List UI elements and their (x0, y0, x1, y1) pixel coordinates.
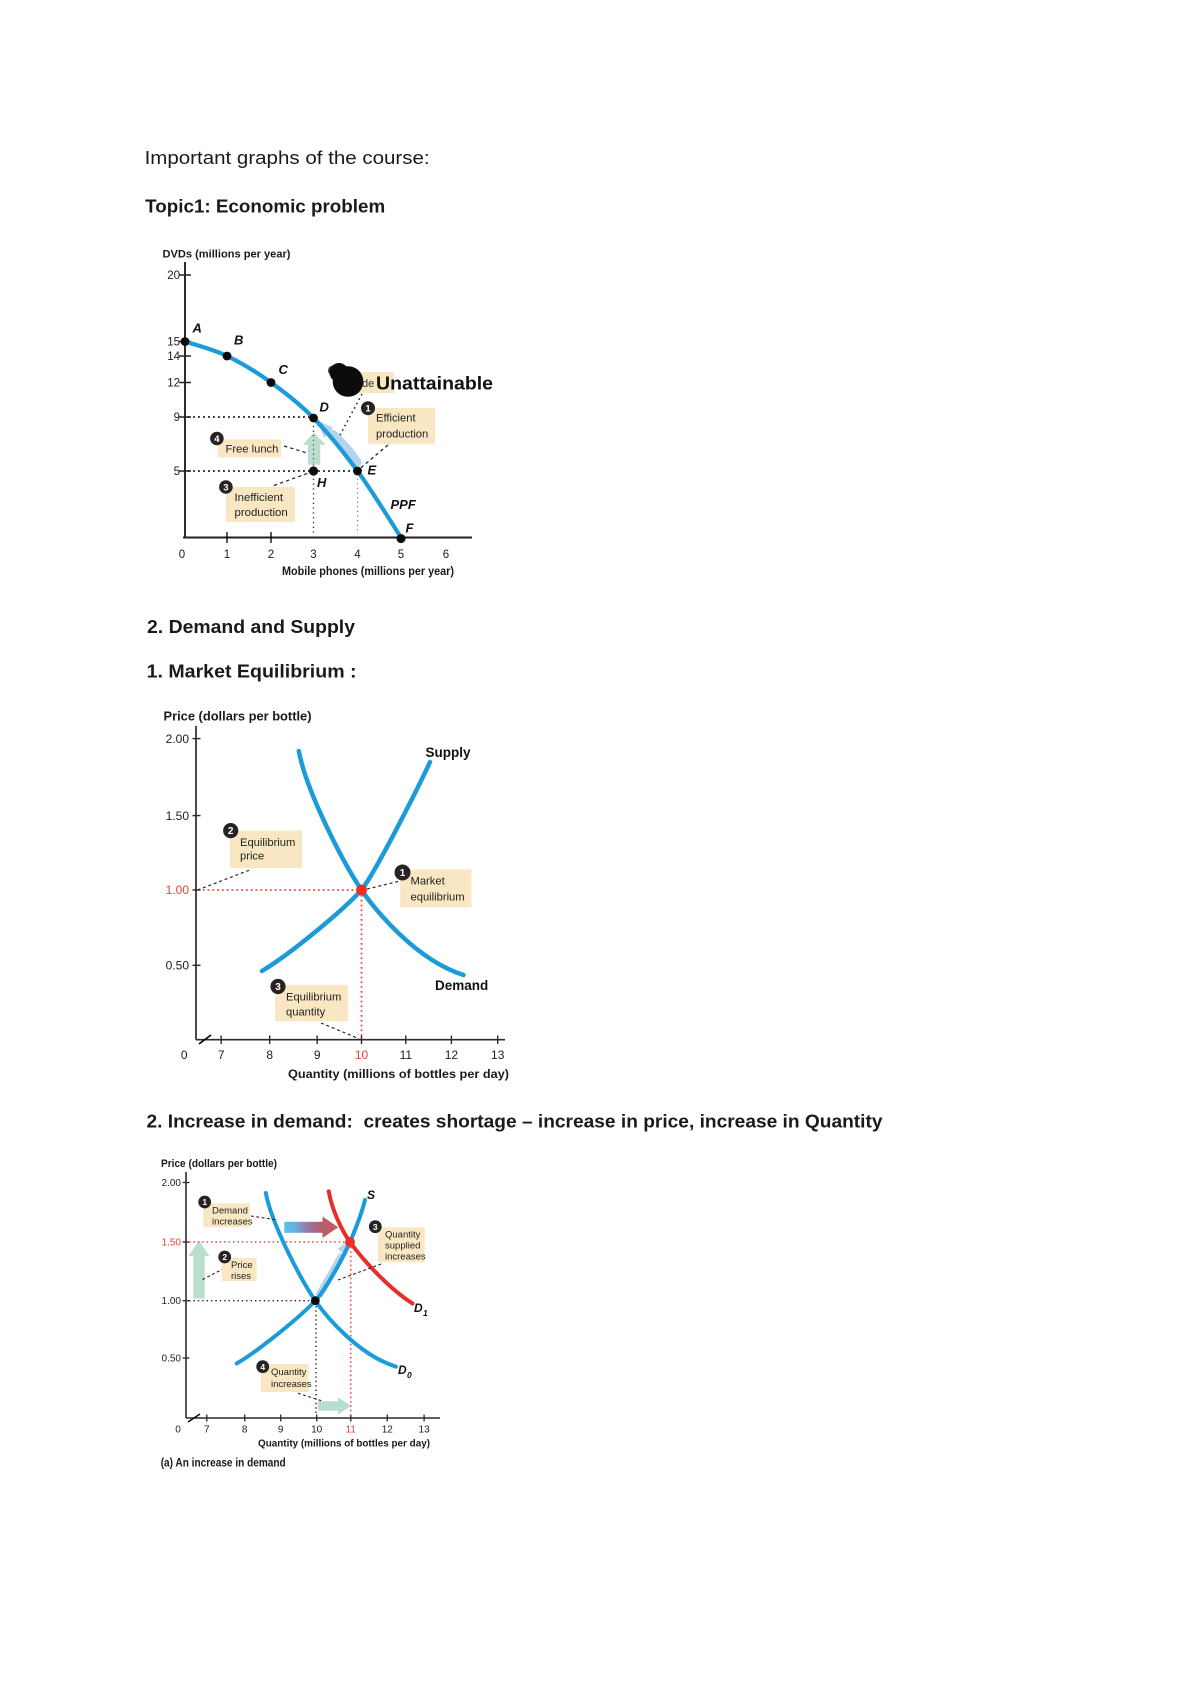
svg-text:1.00: 1.00 (162, 1296, 182, 1307)
svg-text:1: 1 (423, 1308, 428, 1318)
svg-text:de: de (362, 378, 374, 390)
svg-text:0.50: 0.50 (162, 1354, 182, 1365)
svg-text:14: 14 (167, 351, 180, 363)
svg-text:1.00: 1.00 (166, 883, 190, 897)
svg-text:Price (dollars per bottle): Price (dollars per bottle) (161, 1158, 277, 1170)
svg-text:H: H (317, 475, 327, 490)
svg-text:D: D (398, 1363, 407, 1377)
svg-text:3: 3 (275, 982, 281, 993)
svg-text:2.00: 2.00 (162, 1178, 182, 1189)
svg-text:PPF: PPF (391, 497, 417, 512)
svg-text:1. Market Equilibrium :: 1. Market Equilibrium : (147, 662, 357, 682)
svg-text:Equilibrium: Equilibrium (286, 992, 341, 1004)
svg-text:10: 10 (311, 1425, 323, 1436)
svg-text:11: 11 (346, 1425, 357, 1436)
svg-text:S: S (367, 1188, 375, 1202)
svg-text:6: 6 (443, 549, 449, 561)
svg-text:Free lunch: Free lunch (226, 443, 279, 455)
svg-text:F: F (406, 521, 415, 536)
svg-text:1: 1 (365, 404, 371, 415)
svg-text:3: 3 (223, 482, 228, 493)
svg-text:5: 5 (174, 466, 180, 478)
svg-text:1.50: 1.50 (166, 809, 190, 823)
svg-text:5: 5 (398, 549, 404, 561)
svg-text:12: 12 (167, 378, 180, 390)
svg-text:E: E (368, 463, 377, 478)
svg-text:increases: increases (385, 1252, 426, 1263)
svg-text:1: 1 (400, 868, 406, 879)
svg-text:9: 9 (278, 1425, 284, 1436)
svg-text:2. Increase in demand: create: 2. Increase in demand: creates shortage … (147, 1112, 883, 1132)
svg-text:1.50: 1.50 (162, 1238, 182, 1249)
svg-text:12: 12 (382, 1425, 394, 1436)
svg-text:0: 0 (175, 1425, 181, 1436)
svg-text:price: price (240, 851, 264, 863)
svg-text:increases: increases (271, 1379, 312, 1390)
svg-text:11: 11 (400, 1048, 413, 1062)
svg-text:B: B (234, 333, 243, 348)
svg-text:7: 7 (218, 1048, 225, 1062)
svg-text:Quantity (millions of bottles: Quantity (millions of bottles per day) (258, 1438, 430, 1450)
svg-text:Demand: Demand (212, 1206, 248, 1217)
svg-text:Demand: Demand (435, 978, 488, 993)
svg-text:A: A (192, 321, 202, 336)
svg-text:8: 8 (266, 1048, 273, 1062)
svg-text:7: 7 (204, 1425, 210, 1436)
svg-text:Price: Price (231, 1260, 253, 1271)
svg-text:(a) An increase in demand: (a) An increase in demand (161, 1458, 286, 1470)
svg-text:2. Demand and Supply: 2. Demand and Supply (147, 617, 355, 637)
svg-text:3: 3 (310, 549, 316, 561)
svg-text:Market: Market (411, 876, 446, 888)
svg-text:D: D (320, 400, 330, 415)
svg-text:2: 2 (222, 1252, 227, 1262)
svg-text:C: C (279, 362, 289, 377)
svg-text:9: 9 (174, 412, 180, 424)
svg-text:4: 4 (214, 434, 220, 445)
svg-text:1: 1 (202, 1197, 207, 1207)
svg-text:2.00: 2.00 (166, 732, 190, 746)
svg-text:Quantity (millions of bottles: Quantity (millions of bottles per day) (288, 1067, 509, 1081)
svg-text:increases: increases (212, 1217, 253, 1228)
svg-text:Mobile phones (millions per ye: Mobile phones (millions per year) (282, 566, 454, 578)
svg-text:equilibrium: equilibrium (411, 892, 465, 904)
svg-text:rises: rises (231, 1271, 251, 1282)
svg-text:1: 1 (224, 549, 230, 561)
svg-text:supplied: supplied (385, 1241, 420, 1252)
svg-text:4: 4 (260, 1362, 265, 1372)
svg-text:DVDs (millions per year): DVDs (millions per year) (163, 249, 291, 261)
svg-text:production: production (376, 429, 428, 441)
svg-text:quantity: quantity (286, 1007, 326, 1019)
svg-text:Topic1: Economic problem: Topic1: Economic problem (145, 197, 385, 217)
svg-text:8: 8 (242, 1425, 248, 1436)
svg-text:13: 13 (491, 1048, 505, 1062)
svg-text:9: 9 (314, 1048, 321, 1062)
svg-text:production: production (235, 507, 288, 519)
svg-text:10: 10 (355, 1048, 369, 1062)
svg-text:Supply: Supply (426, 745, 471, 760)
svg-text:Price (dollars per bottle): Price (dollars per bottle) (164, 710, 312, 724)
svg-text:15: 15 (167, 337, 180, 349)
svg-text:D: D (414, 1301, 423, 1315)
svg-text:Quantity: Quantity (385, 1230, 421, 1241)
svg-text:20: 20 (167, 270, 180, 282)
svg-text:Equilibrium: Equilibrium (240, 837, 295, 849)
svg-text:0: 0 (181, 1048, 188, 1062)
svg-text:Important graphs of the course: Important graphs of the course: (145, 148, 430, 168)
svg-text:0.50: 0.50 (166, 959, 190, 973)
svg-text:Efficient: Efficient (376, 413, 416, 425)
svg-text:2: 2 (268, 549, 274, 561)
svg-text:0: 0 (179, 549, 185, 561)
svg-text:4: 4 (354, 549, 361, 561)
svg-text:0: 0 (407, 1370, 412, 1380)
svg-text:13: 13 (419, 1425, 431, 1436)
svg-text:12: 12 (445, 1048, 459, 1062)
svg-text:Inefficient: Inefficient (235, 492, 284, 504)
svg-text:3: 3 (373, 1222, 378, 1232)
svg-text:Unattainable: Unattainable (376, 374, 493, 394)
svg-text:Quantity: Quantity (271, 1367, 307, 1378)
svg-text:2: 2 (228, 826, 234, 837)
